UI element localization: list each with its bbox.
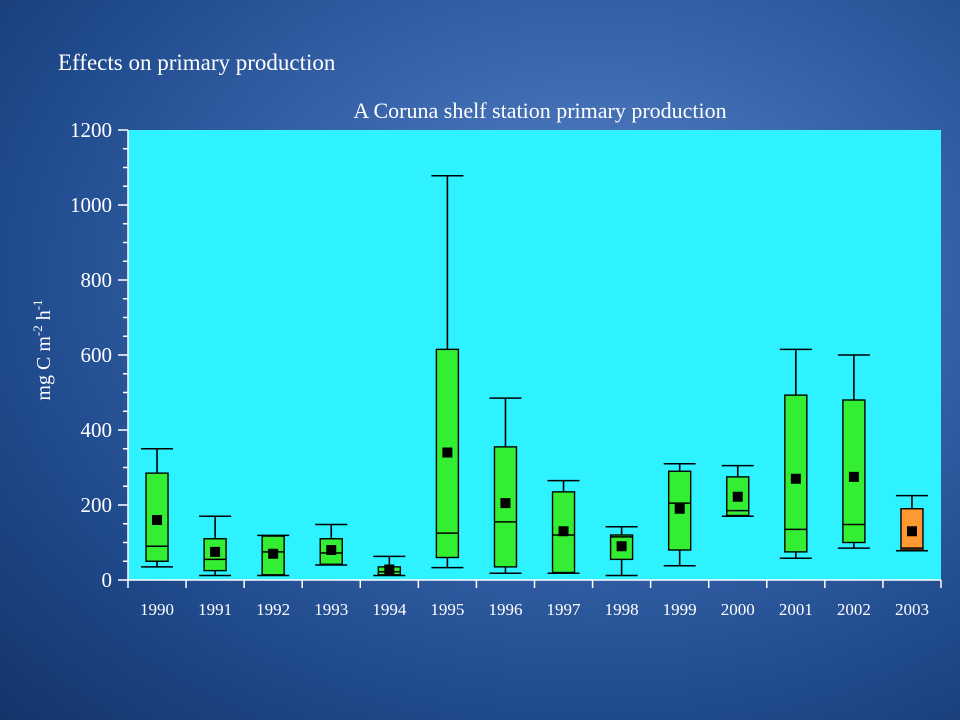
x-tick-label: 1993 [314, 600, 348, 619]
box-1992 [257, 534, 290, 577]
box-1995 [431, 174, 464, 569]
mean-marker [210, 546, 221, 557]
y-tick-label: 0 [102, 568, 113, 592]
mean-marker [442, 447, 453, 458]
x-tick-label: 2003 [895, 600, 929, 619]
box-iqr [784, 394, 808, 553]
x-tick-label: 1997 [547, 600, 582, 619]
y-label-part-1: mg C m [33, 336, 55, 401]
x-tick-label: 1991 [198, 600, 232, 619]
mean-marker [906, 526, 917, 537]
x-tick-label: 1998 [605, 600, 639, 619]
x-tick-label: 1995 [430, 600, 464, 619]
box-1990 [141, 447, 174, 568]
chart-title: A Coruna shelf station primary productio… [353, 98, 726, 123]
y-tick-label: 800 [81, 268, 113, 292]
box-1996 [489, 397, 522, 575]
mean-marker [848, 471, 859, 482]
mean-marker [152, 515, 163, 525]
box-1999 [663, 462, 696, 567]
mean-marker [384, 564, 395, 575]
y-axis-label: mg C m-2 h-1 [30, 299, 55, 400]
y-tick-label: 200 [81, 493, 113, 517]
mean-marker [268, 548, 279, 559]
mean-marker [674, 503, 685, 514]
box-1998 [605, 525, 638, 577]
y-label-exp-2: -1 [30, 299, 45, 310]
x-tick-label: 1994 [372, 600, 407, 619]
x-tick-label: 1999 [663, 600, 697, 619]
box-2001 [779, 348, 812, 560]
x-tick-label: 2002 [837, 600, 871, 619]
mean-marker [732, 491, 743, 502]
x-tick-label: 1990 [140, 600, 174, 619]
mean-marker [326, 545, 337, 555]
y-tick-label: 600 [81, 343, 113, 367]
box-iqr [842, 399, 866, 544]
y-label-exp-1: -2 [30, 325, 45, 336]
y-label-part-2: h [33, 310, 55, 325]
box-2000 [721, 464, 754, 518]
x-tick-label: 2001 [779, 600, 813, 619]
box-1993 [315, 523, 348, 566]
y-tick-label: 400 [81, 418, 113, 442]
x-tick-label: 2000 [721, 600, 755, 619]
mean-marker [500, 498, 511, 509]
mean-marker [616, 541, 627, 552]
mean-marker [790, 473, 801, 484]
box-2003 [895, 494, 928, 552]
slide-title: Effects on primary production [58, 50, 336, 75]
mean-marker [558, 526, 569, 537]
plot-area [128, 130, 941, 580]
x-tick-label: 1996 [488, 600, 522, 619]
box-1994 [373, 555, 406, 577]
box-2002 [837, 354, 870, 549]
box-1997 [547, 479, 580, 575]
y-tick-label: 1200 [70, 118, 112, 142]
y-tick-label: 1000 [70, 193, 112, 217]
box-1991 [199, 515, 232, 577]
x-tick-label: 1992 [256, 600, 290, 619]
